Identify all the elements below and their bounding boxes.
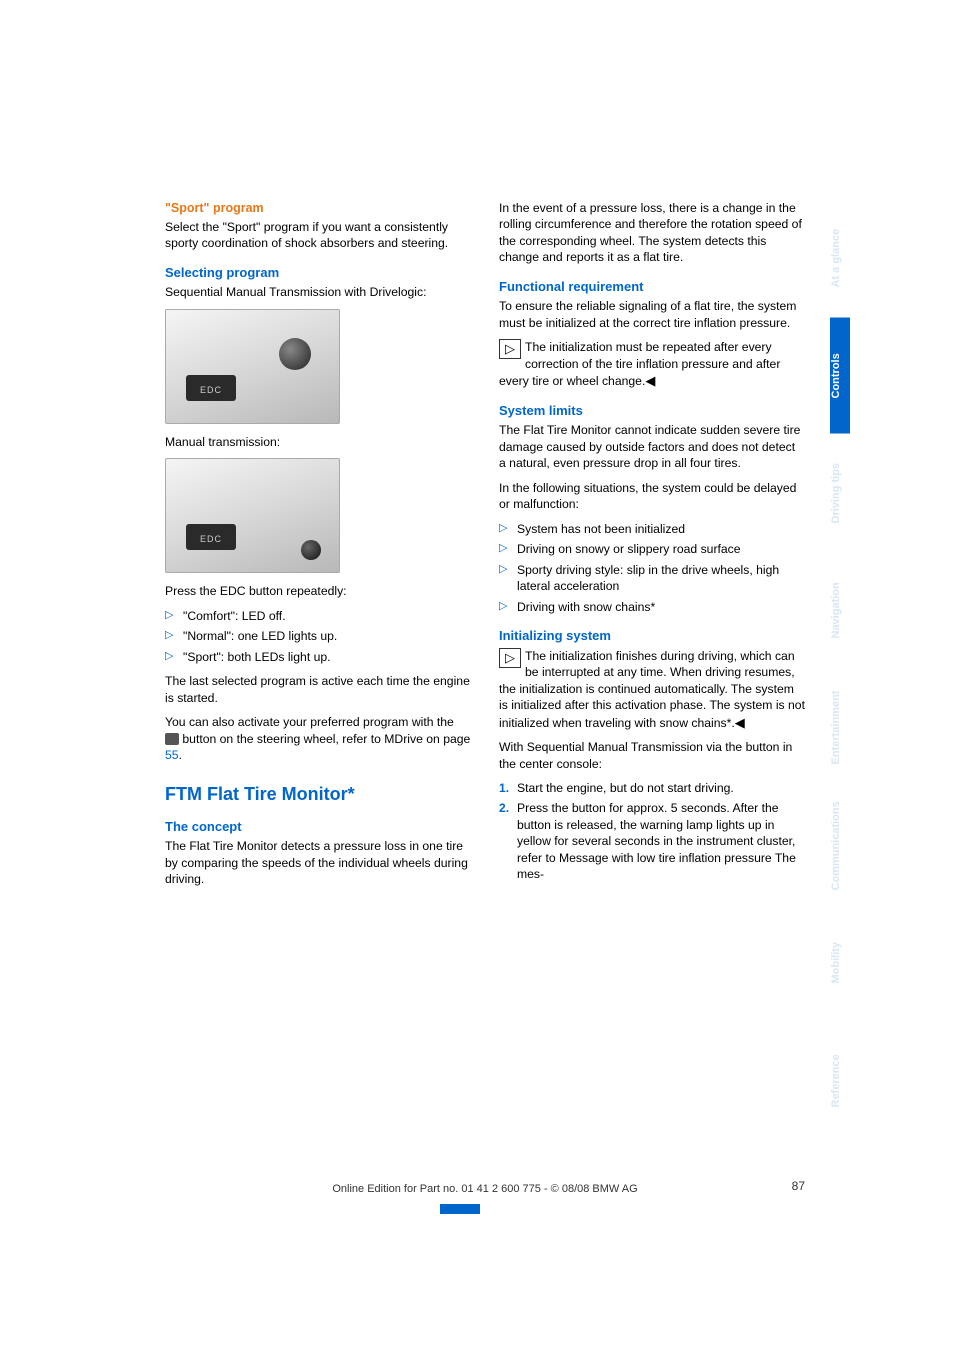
- last-selected-text: The last selected program is active each…: [165, 673, 471, 706]
- func-heading: Functional requirement: [499, 278, 805, 296]
- footer-text: Online Edition for Part no. 01 41 2 600 …: [332, 1183, 637, 1195]
- concept-heading: The concept: [165, 818, 471, 836]
- mode-list: "Comfort": LED off. "Normal": one LED li…: [165, 608, 471, 665]
- concept-text: The Flat Tire Monitor detects a pressure…: [165, 838, 471, 887]
- side-tabs: At a glanceControlsDriving tipsNavigatio…: [830, 200, 850, 1140]
- shift-knob-graphic: [301, 540, 321, 560]
- footer-accent-bar: [440, 1204, 480, 1214]
- list-item: Start the engine, but do not start drivi…: [499, 780, 805, 796]
- end-mark-icon: ◀: [645, 373, 655, 388]
- side-tab[interactable]: At a glance: [830, 200, 850, 316]
- side-tab[interactable]: Reference: [830, 1023, 850, 1139]
- intro-text: In the event of a pressure loss, there i…: [499, 200, 805, 266]
- caution-icon: ▷: [499, 339, 521, 359]
- note-text: The initialization finishes during drivi…: [499, 649, 805, 730]
- sport-heading: "Sport" program: [165, 200, 471, 217]
- activate-text: You can also activate your preferred pro…: [165, 714, 471, 763]
- note-block: ▷ The initialization must be repeated af…: [499, 339, 805, 389]
- edc-button-graphic: EDC: [186, 375, 236, 401]
- list-item: Press the button for approx. 5 seconds. …: [499, 800, 805, 882]
- end-mark-icon: ◀: [735, 715, 745, 730]
- init-text2: With Sequential Manual Transmission via …: [499, 739, 805, 772]
- page-number: 87: [792, 1179, 805, 1193]
- sport-text: Select the "Sport" program if you want a…: [165, 219, 471, 252]
- side-tab[interactable]: Mobility: [830, 905, 850, 1021]
- page-link[interactable]: 55: [165, 748, 179, 762]
- note-block: ▷ The initialization finishes during dri…: [499, 648, 805, 731]
- text: .: [179, 748, 182, 762]
- ftm-heading: FTM Flat Tire Monitor*: [165, 782, 471, 806]
- list-item: System has not been initialized: [499, 521, 805, 537]
- func-text: To ensure the reliable signaling of a fl…: [499, 298, 805, 331]
- list-item: Driving with snow chains*: [499, 599, 805, 615]
- selecting-text: Sequential Manual Transmission with Driv…: [165, 284, 471, 300]
- edc-image-smt: EDC: [165, 309, 340, 424]
- steps-list: Start the engine, but do not start drivi…: [499, 780, 805, 883]
- list-item: Sporty driving style: slip in the drive …: [499, 562, 805, 595]
- edc-button-graphic: EDC: [186, 524, 236, 550]
- caution-icon: ▷: [499, 648, 521, 668]
- limits-text: The Flat Tire Monitor cannot indicate su…: [499, 422, 805, 471]
- list-item: "Comfort": LED off.: [165, 608, 471, 624]
- list-item: "Normal": one LED lights up.: [165, 628, 471, 644]
- selecting-heading: Selecting program: [165, 264, 471, 282]
- note-text: The initialization must be repeated afte…: [499, 340, 780, 388]
- limits-text2: In the following situations, the system …: [499, 480, 805, 513]
- side-tab[interactable]: Navigation: [830, 553, 850, 669]
- init-heading: Initializing system: [499, 627, 805, 645]
- m-button-icon: [165, 733, 179, 745]
- footer: 87 Online Edition for Part no. 01 41 2 6…: [165, 1183, 805, 1195]
- press-label: Press the EDC button repeatedly:: [165, 583, 471, 599]
- side-tab[interactable]: Entertainment: [830, 670, 850, 786]
- edc-image-manual: EDC: [165, 458, 340, 573]
- text: You can also activate your preferred pro…: [165, 715, 454, 729]
- side-tab[interactable]: Controls: [830, 318, 850, 434]
- limits-list: System has not been initialized Driving …: [499, 521, 805, 615]
- list-item: Driving on snowy or slippery road surfac…: [499, 541, 805, 557]
- manual-label: Manual transmission:: [165, 434, 471, 450]
- side-tab[interactable]: Driving tips: [830, 435, 850, 551]
- side-tab[interactable]: Communications: [830, 788, 850, 904]
- shift-knob-graphic: [279, 338, 311, 370]
- text: button on the steering wheel, refer to M…: [179, 732, 470, 746]
- list-item: "Sport": both LEDs light up.: [165, 649, 471, 665]
- limits-heading: System limits: [499, 402, 805, 420]
